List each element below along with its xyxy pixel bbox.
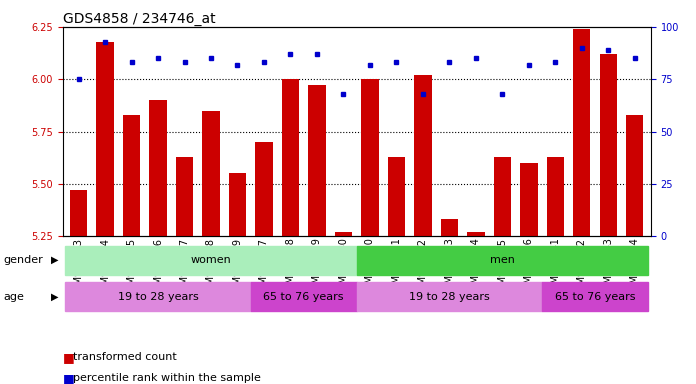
Bar — [547, 157, 564, 236]
Bar — [229, 174, 246, 236]
Bar — [441, 219, 458, 236]
Bar — [70, 190, 87, 236]
Text: ■: ■ — [63, 372, 79, 384]
Bar — [521, 163, 537, 236]
Text: percentile rank within the sample: percentile rank within the sample — [73, 373, 261, 383]
Text: women: women — [191, 255, 231, 265]
Text: 65 to 76 years: 65 to 76 years — [264, 291, 344, 302]
Bar — [414, 75, 432, 236]
Bar — [255, 142, 273, 236]
Bar — [600, 54, 617, 236]
Bar — [335, 232, 352, 236]
Bar — [65, 282, 251, 311]
Bar — [282, 79, 299, 236]
Text: age: age — [3, 291, 24, 302]
Bar — [388, 157, 405, 236]
Bar — [574, 29, 590, 236]
Bar — [542, 282, 648, 311]
Bar — [626, 115, 644, 236]
Text: 65 to 76 years: 65 to 76 years — [555, 291, 635, 302]
Text: men: men — [490, 255, 515, 265]
Text: gender: gender — [3, 255, 43, 265]
Bar — [251, 282, 356, 311]
Text: 19 to 28 years: 19 to 28 years — [118, 291, 198, 302]
Bar — [493, 157, 511, 236]
Text: ▶: ▶ — [51, 291, 58, 302]
Bar — [65, 246, 356, 275]
Text: GDS4858 / 234746_at: GDS4858 / 234746_at — [63, 12, 215, 26]
Text: transformed count: transformed count — [73, 352, 177, 362]
Bar — [361, 79, 379, 236]
Bar — [97, 41, 113, 236]
Bar — [356, 246, 648, 275]
Bar — [150, 100, 166, 236]
Bar — [356, 282, 542, 311]
Text: ▶: ▶ — [51, 255, 58, 265]
Bar — [467, 232, 484, 236]
Bar — [123, 115, 140, 236]
Bar — [176, 157, 193, 236]
Text: 19 to 28 years: 19 to 28 years — [409, 291, 490, 302]
Text: ■: ■ — [63, 351, 79, 364]
Bar — [308, 86, 326, 236]
Bar — [203, 111, 220, 236]
